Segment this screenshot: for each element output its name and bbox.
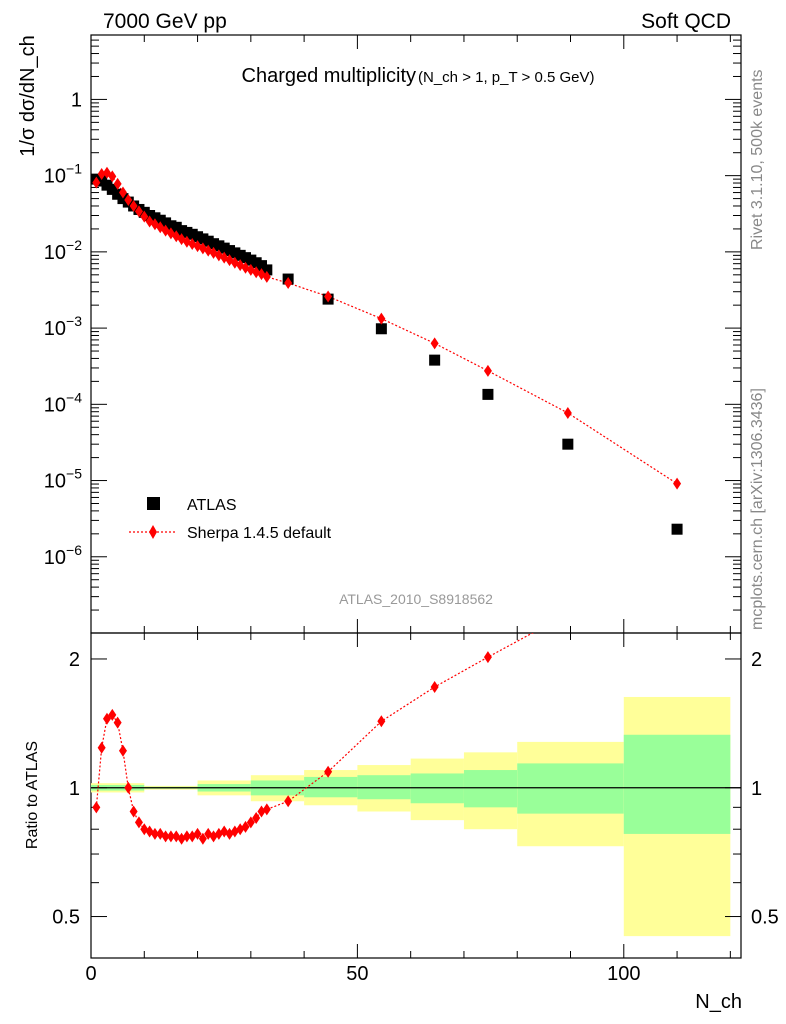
- x-tick-label: 50: [346, 963, 368, 985]
- analysis-id: ATLAS_2010_S8918562: [339, 591, 493, 607]
- band-inner-4: [304, 776, 358, 798]
- band-inner-7: [463, 770, 518, 808]
- sherpa-point: [284, 277, 293, 290]
- legend: ATLAS Sherpa 1.4.5 default: [129, 497, 332, 542]
- sherpa-point: [209, 246, 218, 259]
- ratio-point: [324, 765, 333, 778]
- x-tick-label: 100: [607, 963, 640, 985]
- ratio-point: [182, 830, 191, 843]
- ratio-point: [166, 830, 175, 843]
- x-tick-label: 0: [85, 963, 96, 985]
- ratio-series-layer: [92, 633, 534, 845]
- ratio-point: [262, 803, 271, 816]
- y-tick-label: 10−4: [44, 389, 82, 416]
- axis-ticks: [90, 34, 741, 958]
- ratio-point: [97, 741, 106, 754]
- y-axis-label: 1/σ dσ/dN_ch: [17, 35, 39, 156]
- ratio-tick-labels: 0.5 0.5 1 1 2 2: [52, 649, 779, 929]
- header-left: 7000 GeV pp: [103, 10, 227, 33]
- y-tick-label: 10−3: [44, 313, 82, 340]
- y-tick-label: 10−1: [44, 161, 82, 188]
- ratio-axis-label: Ratio to ATLAS: [24, 741, 41, 849]
- chart-title: Charged multiplicity: [242, 65, 417, 87]
- ratio-point: [92, 801, 101, 814]
- atlas-point: [671, 523, 683, 535]
- sherpa-point: [140, 210, 149, 223]
- sherpa-point: [124, 193, 133, 206]
- atlas-point: [562, 438, 574, 450]
- sherpa-point: [134, 205, 143, 218]
- x-axis-label: N_ch: [695, 991, 742, 1013]
- ratio-tick-label-left: 0.5: [52, 907, 80, 929]
- y-tick-label: 10−6: [44, 542, 82, 569]
- ratio-clipped-group: [92, 633, 534, 845]
- atlas-point: [482, 388, 494, 400]
- ratio-point: [430, 680, 439, 693]
- main-plot-frame: [90, 34, 742, 634]
- ratio-point: [241, 820, 250, 833]
- chart-title-cuts: (N_ch > 1, p_T > 0.5 GeV): [418, 69, 594, 86]
- ratio-point: [377, 715, 386, 728]
- ratio-point: [113, 716, 122, 729]
- ratio-point: [124, 781, 133, 794]
- rivet-version-label: Rivet 3.1.10, 500k events: [749, 69, 766, 250]
- ratio-point: [118, 744, 127, 757]
- ratio-point: [483, 651, 492, 664]
- x-tick-labels: 0 50 100: [85, 963, 640, 985]
- chart-title-group: Charged multiplicity (N_ch > 1, p_T > 0.5…: [242, 65, 595, 87]
- sherpa-point: [563, 406, 572, 419]
- ratio-plot-frame: [90, 632, 742, 959]
- ratio-tick-label-left: 1: [69, 778, 80, 800]
- sherpa-point: [252, 266, 261, 279]
- main-series-layer: [90, 166, 683, 535]
- legend-sherpa-label: Sherpa 1.4.5 default: [187, 525, 332, 542]
- sherpa-point: [108, 170, 117, 183]
- band-inner-9: [623, 734, 731, 834]
- ratio-point: [161, 830, 170, 843]
- mcplots-label: mcplots.cern.ch [arXiv:1306.3436]: [749, 388, 766, 630]
- sherpa-point: [262, 270, 271, 283]
- ratio-point: [193, 827, 202, 840]
- ratio-tick-label-left: 2: [69, 649, 80, 671]
- sherpa-point: [113, 177, 122, 190]
- ratio-tick-label-right: 2: [751, 649, 762, 671]
- sherpa-point: [324, 290, 333, 303]
- sherpa-point: [129, 199, 138, 212]
- ratio-tick-label-right: 0.5: [751, 907, 779, 929]
- ratio-point: [108, 708, 117, 721]
- sherpa-point: [673, 477, 682, 490]
- legend-atlas-marker: [147, 497, 160, 510]
- ratio-line: [95, 633, 534, 840]
- sherpa-point: [118, 186, 127, 199]
- y-tick-label: 10−2: [44, 237, 82, 264]
- band-inner-8: [517, 763, 624, 814]
- uncertainty-bands: [91, 696, 731, 937]
- legend-atlas-label: ATLAS: [187, 497, 237, 514]
- y-tick-labels: 10−6 10−5 10−4 10−3 10−2 10−1 1: [44, 89, 82, 568]
- ratio-point: [150, 827, 159, 840]
- y-tick-label: 1: [71, 89, 82, 111]
- ratio-point: [198, 832, 207, 845]
- legend-sherpa-marker: [149, 525, 157, 539]
- sherpa-point: [483, 364, 492, 377]
- sherpa-point: [377, 312, 386, 325]
- y-tick-label: 10−5: [44, 466, 82, 493]
- atlas-point: [261, 264, 273, 276]
- sherpa-point: [92, 176, 101, 189]
- ratio-point: [284, 795, 293, 808]
- sherpa-point: [97, 168, 106, 181]
- sherpa-point: [430, 337, 439, 350]
- ratio-point: [129, 805, 138, 818]
- ratio-point: [246, 816, 255, 829]
- ratio-point: [134, 816, 143, 829]
- atlas-point: [375, 323, 387, 335]
- ratio-tick-label-right: 1: [751, 778, 762, 800]
- header-right: Soft QCD: [641, 10, 731, 33]
- atlas-point: [429, 354, 441, 366]
- ratio-point: [252, 811, 261, 824]
